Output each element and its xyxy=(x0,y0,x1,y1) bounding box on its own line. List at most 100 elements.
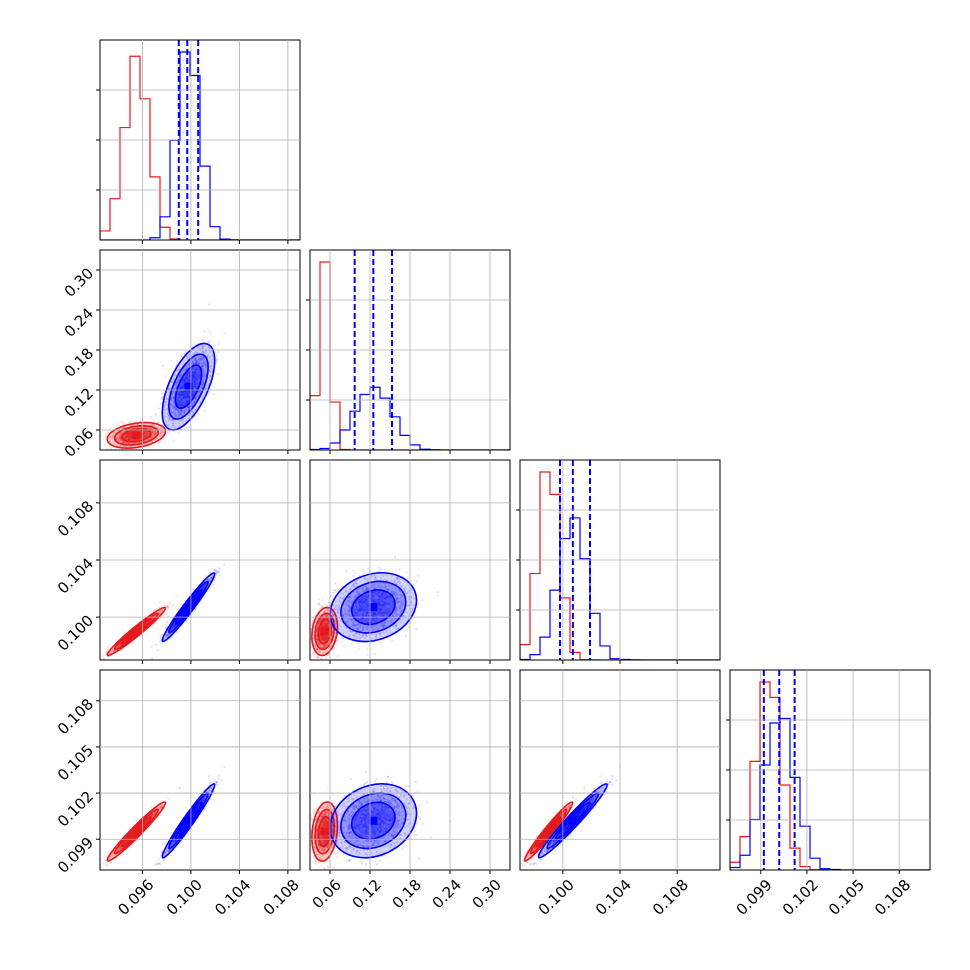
scatter-point xyxy=(175,408,178,411)
scatter-point xyxy=(198,389,201,393)
scatter-point xyxy=(204,363,207,366)
scatter-point xyxy=(152,431,155,434)
scatter-point xyxy=(190,390,193,393)
scatter-point xyxy=(116,438,119,441)
scatter-point xyxy=(188,398,191,401)
scatter-point xyxy=(144,432,147,435)
scatter-point xyxy=(162,430,165,433)
scatter-point xyxy=(188,396,191,399)
scatter-point xyxy=(117,434,120,437)
scatter-point xyxy=(191,380,194,383)
scatter-point xyxy=(126,434,129,437)
scatter-point xyxy=(128,438,131,441)
scatter-point xyxy=(183,379,186,382)
scatter-point xyxy=(154,413,157,416)
scatter-point xyxy=(143,432,146,435)
scatter-point xyxy=(143,432,146,435)
scatter-point xyxy=(151,434,154,437)
scatter-point xyxy=(195,368,198,371)
scatter-point xyxy=(127,432,130,435)
scatter-point xyxy=(119,436,122,439)
scatter-point xyxy=(130,439,133,442)
scatter-point xyxy=(223,332,226,335)
scatter-point xyxy=(144,435,147,438)
scatter-point xyxy=(161,433,164,436)
scatter-point xyxy=(183,410,186,413)
scatter-point xyxy=(127,445,130,448)
scatter-point xyxy=(111,436,114,439)
scatter-point xyxy=(204,363,207,366)
scatter-point xyxy=(128,442,131,445)
scatter-point xyxy=(125,435,128,438)
scatter-point xyxy=(127,432,130,435)
scatter-point xyxy=(178,405,182,408)
scatter-point xyxy=(130,434,133,437)
scatter-point xyxy=(203,357,206,360)
scatter-point xyxy=(130,427,133,430)
scatter-point xyxy=(125,436,128,439)
scatter-point xyxy=(193,381,196,384)
scatter-point xyxy=(128,420,131,424)
scatter-point xyxy=(139,434,143,438)
scatter-point xyxy=(194,380,197,383)
scatter-point xyxy=(202,359,205,362)
scatter-point xyxy=(172,396,175,399)
scatter-point xyxy=(171,405,175,408)
scatter-point xyxy=(128,435,131,438)
scatter-point xyxy=(182,393,185,396)
scatter-point xyxy=(128,437,131,440)
scatter-point xyxy=(176,398,179,401)
scatter-point xyxy=(143,432,146,435)
scatter-point xyxy=(188,371,191,374)
scatter-point xyxy=(106,431,109,434)
scatter-point xyxy=(117,438,120,441)
scatter-point xyxy=(181,404,185,407)
scatter-point xyxy=(184,395,187,398)
scatter-point xyxy=(154,432,157,435)
scatter-point xyxy=(142,432,145,435)
scatter-point xyxy=(193,382,196,385)
scatter-point xyxy=(196,374,200,377)
scatter-point xyxy=(143,430,146,433)
scatter-point xyxy=(130,437,133,440)
scatter-point xyxy=(128,435,131,438)
scatter-point xyxy=(193,358,197,361)
scatter-point xyxy=(215,360,218,363)
scatter-point xyxy=(121,441,124,444)
scatter-point xyxy=(191,371,194,374)
scatter-point xyxy=(192,374,195,377)
scatter-point xyxy=(193,359,196,363)
scatter-point xyxy=(201,365,204,368)
scatter-point xyxy=(188,354,191,357)
scatter-point xyxy=(109,438,112,441)
scatter-point xyxy=(161,395,164,398)
scatter-point xyxy=(192,393,195,397)
scatter-point xyxy=(177,432,180,435)
scatter-point xyxy=(193,380,196,384)
scatter-point xyxy=(178,374,181,377)
scatter-point xyxy=(147,431,150,434)
scatter-point xyxy=(124,438,127,441)
scatter-point xyxy=(195,361,198,364)
scatter-point xyxy=(194,415,197,418)
scatter-point xyxy=(116,436,119,439)
scatter-point xyxy=(191,353,194,356)
scatter-point xyxy=(164,408,167,411)
scatter-point xyxy=(192,400,195,403)
scatter-point xyxy=(196,370,199,373)
scatter-point xyxy=(185,391,188,394)
scatter-point xyxy=(195,381,198,384)
scatter-point xyxy=(145,427,149,430)
scatter-point xyxy=(178,425,181,428)
scatter-point xyxy=(129,433,133,436)
scatter-point xyxy=(176,399,179,402)
scatter-point xyxy=(109,435,112,438)
scatter-point xyxy=(193,362,196,365)
scatter-point xyxy=(165,621,168,624)
scatter-point xyxy=(181,385,184,388)
scatter-point xyxy=(145,430,148,433)
scatter-point xyxy=(199,360,203,363)
scatter-point xyxy=(197,394,200,397)
scatter-point xyxy=(160,430,163,434)
scatter-point xyxy=(190,377,194,380)
